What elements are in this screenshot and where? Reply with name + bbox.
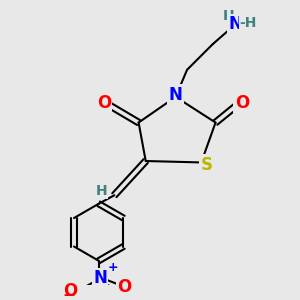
Text: H: H: [223, 9, 234, 23]
Text: O: O: [117, 278, 131, 296]
Text: O: O: [235, 94, 249, 112]
Text: N: N: [93, 269, 107, 287]
Text: N: N: [229, 15, 242, 33]
Text: O: O: [97, 94, 111, 112]
Text: −: −: [62, 288, 75, 300]
Text: O: O: [63, 282, 77, 300]
Text: N: N: [169, 85, 183, 103]
Text: +: +: [108, 261, 118, 274]
Text: -H: -H: [240, 16, 257, 30]
Text: S: S: [200, 156, 212, 174]
Text: H: H: [96, 184, 107, 198]
